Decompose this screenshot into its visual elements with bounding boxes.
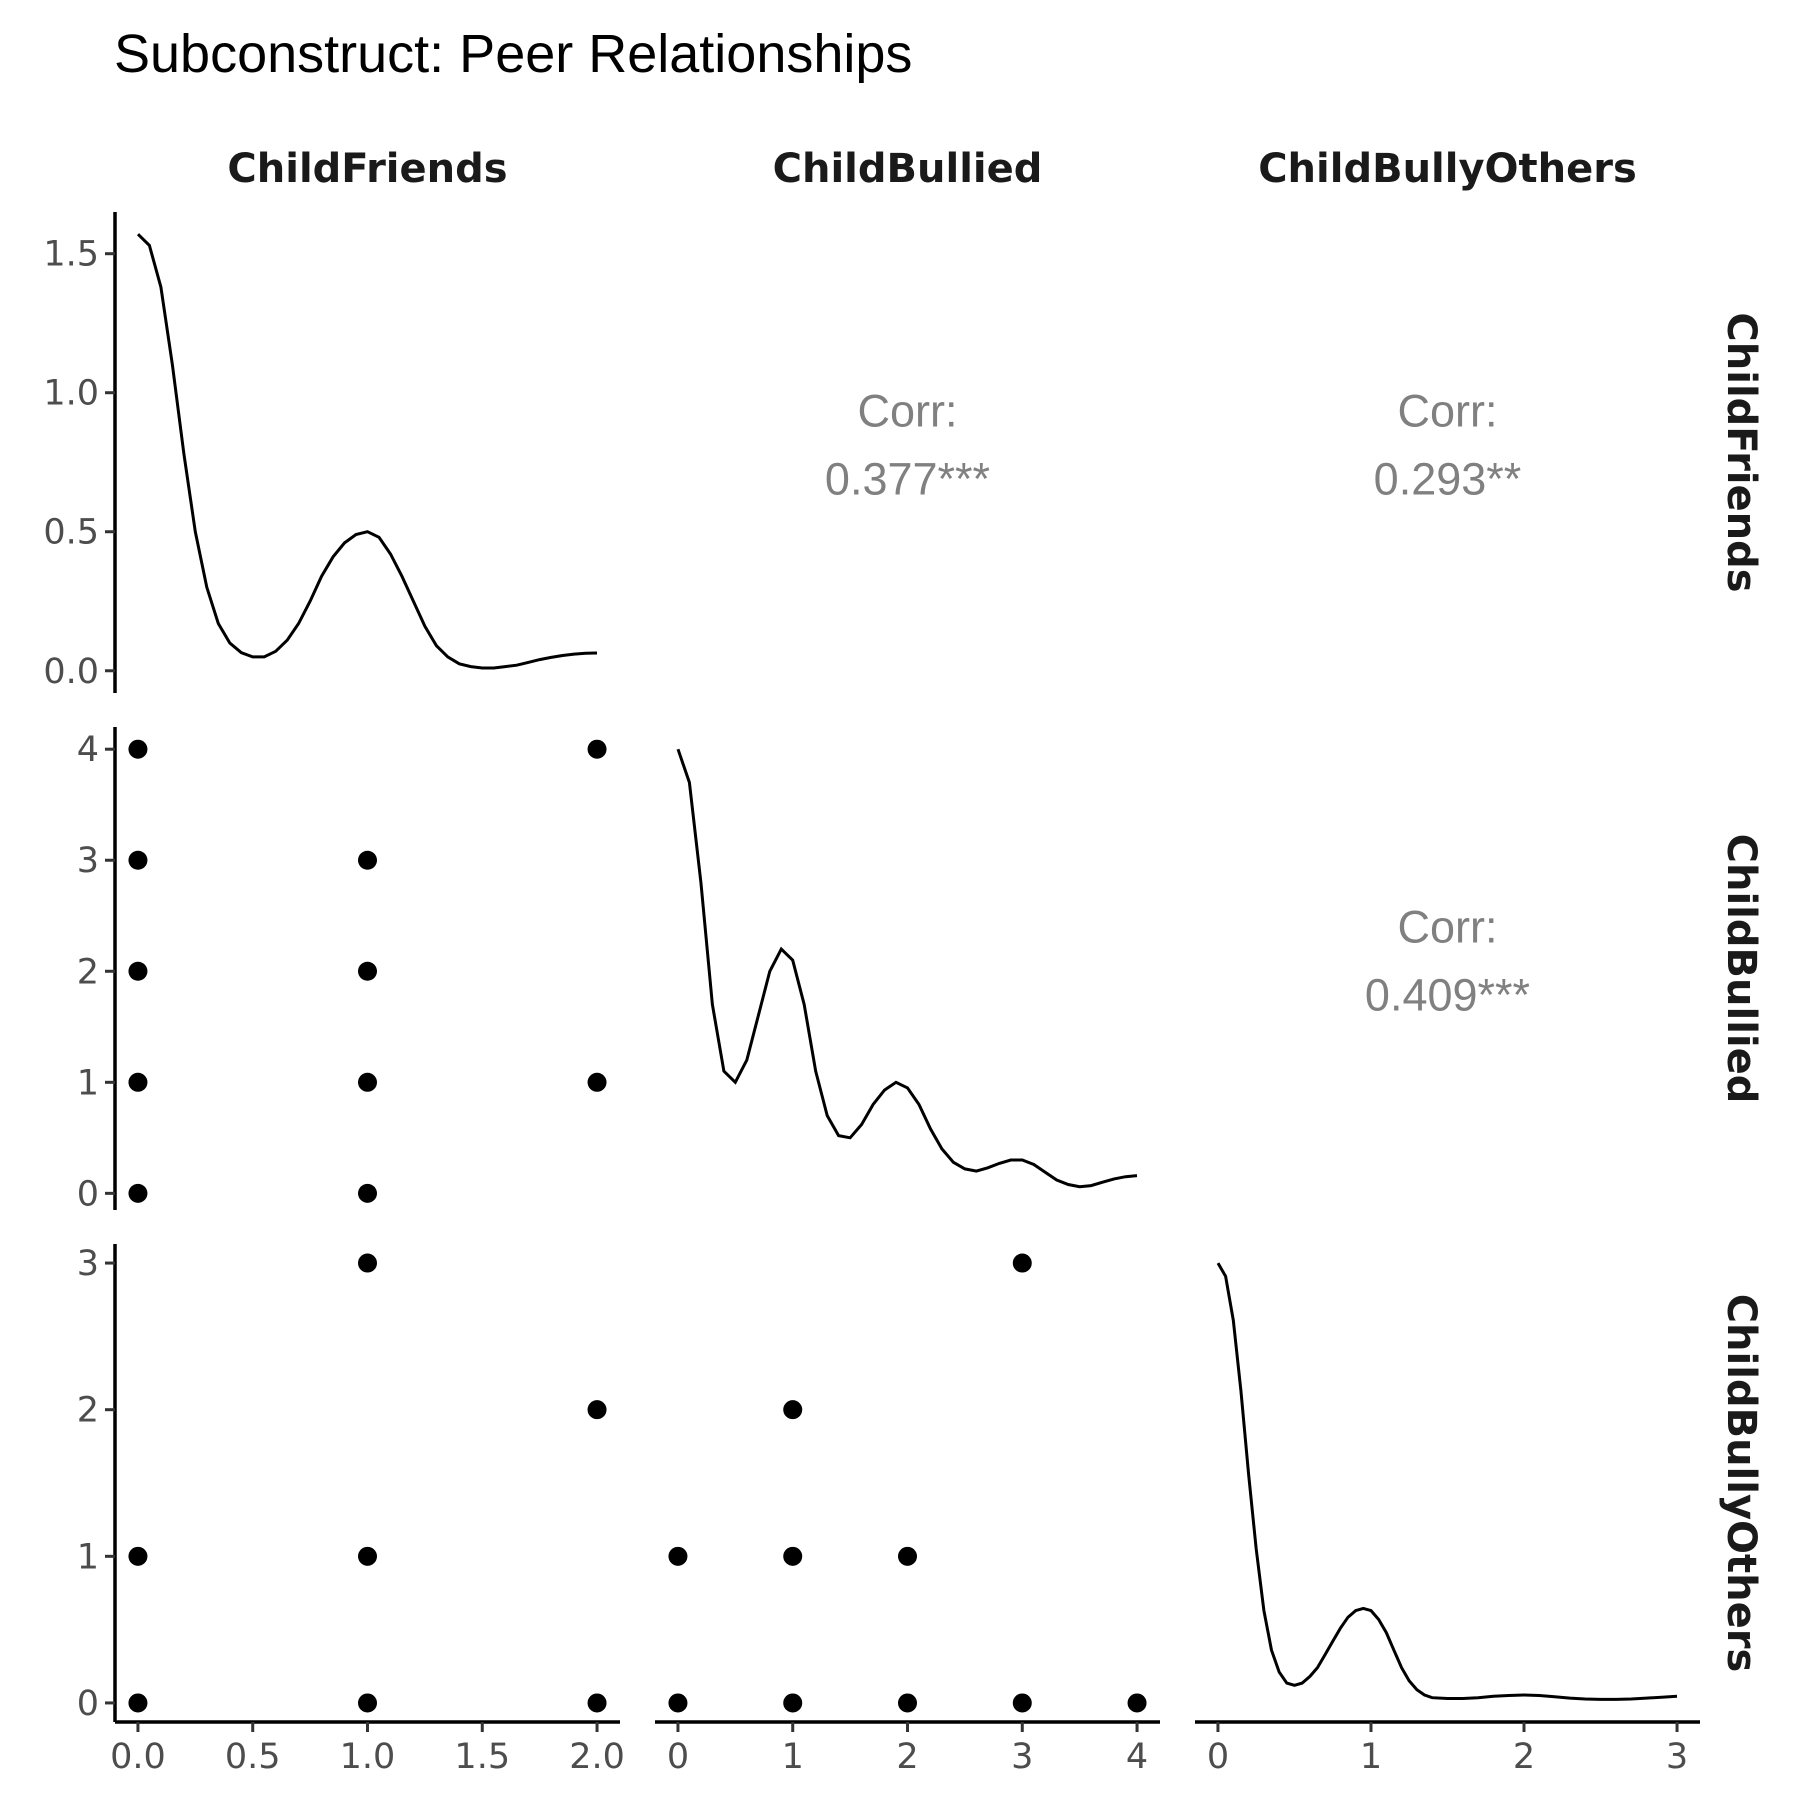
x-tick-label: 1 [782, 1737, 804, 1777]
panel-grid: 0.0 0.5 1.0 1.5 0 1 2 3 4 0 1 2 3 0.0 0.5 1.0 1.5 2.0 0 1 2 3… [43, 212, 1700, 1777]
corr-label: Corr: [858, 386, 958, 437]
y-axis-child-bully-others: 0 1 2 3 [77, 1244, 117, 1724]
x-tick-label: 4 [1126, 1737, 1148, 1777]
y-tick-label: 4 [77, 730, 99, 770]
scatter-point [128, 1546, 148, 1566]
y-tick-label: 3 [77, 841, 99, 881]
x-tick-label: 0.0 [110, 1737, 166, 1777]
scatter-point [668, 1546, 688, 1566]
scatter-point [358, 1546, 377, 1566]
y-tick-label: 0.5 [43, 513, 99, 553]
corr-child-bully-others-child-friends: Corr: 0.293** [1374, 386, 1522, 505]
chart-title: Subconstruct: Peer Relationships [114, 24, 912, 84]
strip-label-row-child-bully-others: ChildBullyOthers [1718, 1294, 1764, 1673]
row-strip-labels: ChildFriends ChildBullied ChildBullyOthers [1718, 312, 1764, 1672]
scatter-point [128, 1072, 148, 1092]
scatter-point [128, 1693, 148, 1713]
scatter-point [358, 1693, 377, 1713]
scatter-point [587, 739, 607, 759]
column-strip-labels: ChildFriends ChildBullied ChildBullyOthers [227, 146, 1636, 192]
scatter-point [587, 1400, 607, 1420]
y-axis-child-friends: 0.0 0.5 1.0 1.5 [43, 212, 117, 693]
scatter-point [587, 1072, 607, 1092]
scatter-point [358, 1183, 377, 1203]
y-axis-child-bullied: 0 1 2 3 4 [77, 727, 117, 1214]
strip-label-child-bully-others: ChildBullyOthers [1258, 146, 1637, 192]
density-curve-child-bullied [676, 748, 1138, 1189]
x-tick-label: 2.0 [569, 1737, 625, 1777]
corr-child-bullied-child-friends: Corr: 0.377*** [825, 386, 990, 505]
scatter-point [358, 1072, 377, 1092]
scatter-point [128, 1183, 148, 1203]
x-tick-label: 2 [896, 1737, 918, 1777]
scatter-point [1127, 1693, 1147, 1713]
x-axis-child-bullied: 0 1 2 3 4 [655, 1720, 1160, 1777]
scatter-child-bullied-vs-child-bully-others [668, 1253, 1147, 1713]
y-tick-label: 2 [77, 1391, 99, 1431]
x-tick-label: 1.5 [454, 1737, 510, 1777]
scatter-point [358, 850, 377, 870]
scatter-point [128, 850, 148, 870]
y-tick-label: 0 [77, 1684, 99, 1724]
scatter-point [783, 1400, 803, 1420]
strip-label-child-friends: ChildFriends [227, 146, 507, 192]
density-curve-child-bully-others [1216, 1262, 1678, 1701]
corr-label: Corr: [1398, 902, 1498, 953]
x-tick-label: 3 [1666, 1737, 1688, 1777]
x-tick-label: 2 [1513, 1737, 1535, 1777]
corr-value: 0.377*** [825, 454, 990, 505]
y-tick-label: 3 [77, 1244, 99, 1284]
y-tick-label: 0 [77, 1174, 99, 1214]
corr-label: Corr: [1398, 386, 1498, 437]
x-tick-label: 1 [1360, 1737, 1382, 1777]
strip-label-row-child-bullied: ChildBullied [1718, 834, 1764, 1104]
scatter-child-friends-vs-child-bullied [128, 739, 607, 1203]
y-tick-label: 1.0 [43, 374, 99, 414]
scatter-point [668, 1693, 688, 1713]
corr-value: 0.409*** [1365, 970, 1530, 1021]
density-curve-child-friends [136, 233, 598, 670]
scatter-point [1012, 1253, 1032, 1273]
scatter-point [898, 1546, 917, 1566]
scatter-point [128, 961, 148, 981]
scatter-point [783, 1546, 803, 1566]
x-tick-label: 0 [667, 1737, 689, 1777]
corr-value: 0.293** [1374, 454, 1522, 505]
scatter-point [587, 1693, 607, 1713]
scatter-child-friends-vs-child-bully-others [128, 1253, 607, 1713]
scatter-point [358, 961, 377, 981]
scatter-point [783, 1693, 803, 1713]
x-tick-label: 0 [1207, 1737, 1229, 1777]
y-tick-label: 2 [77, 952, 99, 992]
scatter-point [1012, 1693, 1032, 1713]
x-tick-label: 0.5 [225, 1737, 281, 1777]
scatter-point [898, 1693, 917, 1713]
y-tick-label: 1 [77, 1063, 99, 1103]
corr-child-bully-others-child-bullied: Corr: 0.409*** [1365, 902, 1530, 1021]
x-tick-label: 1.0 [340, 1737, 396, 1777]
scatter-point [358, 1253, 377, 1273]
strip-label-child-bullied: ChildBullied [773, 146, 1043, 192]
y-tick-label: 1.5 [43, 235, 99, 275]
x-tick-label: 3 [1011, 1737, 1033, 1777]
y-tick-label: 0.0 [43, 652, 99, 692]
x-axis-child-bully-others: 0 1 2 3 [1195, 1720, 1700, 1777]
scatter-point [128, 739, 148, 759]
x-axis-child-friends: 0.0 0.5 1.0 1.5 2.0 [110, 1720, 625, 1777]
y-tick-label: 1 [77, 1537, 99, 1577]
strip-label-row-child-friends: ChildFriends [1718, 312, 1764, 592]
